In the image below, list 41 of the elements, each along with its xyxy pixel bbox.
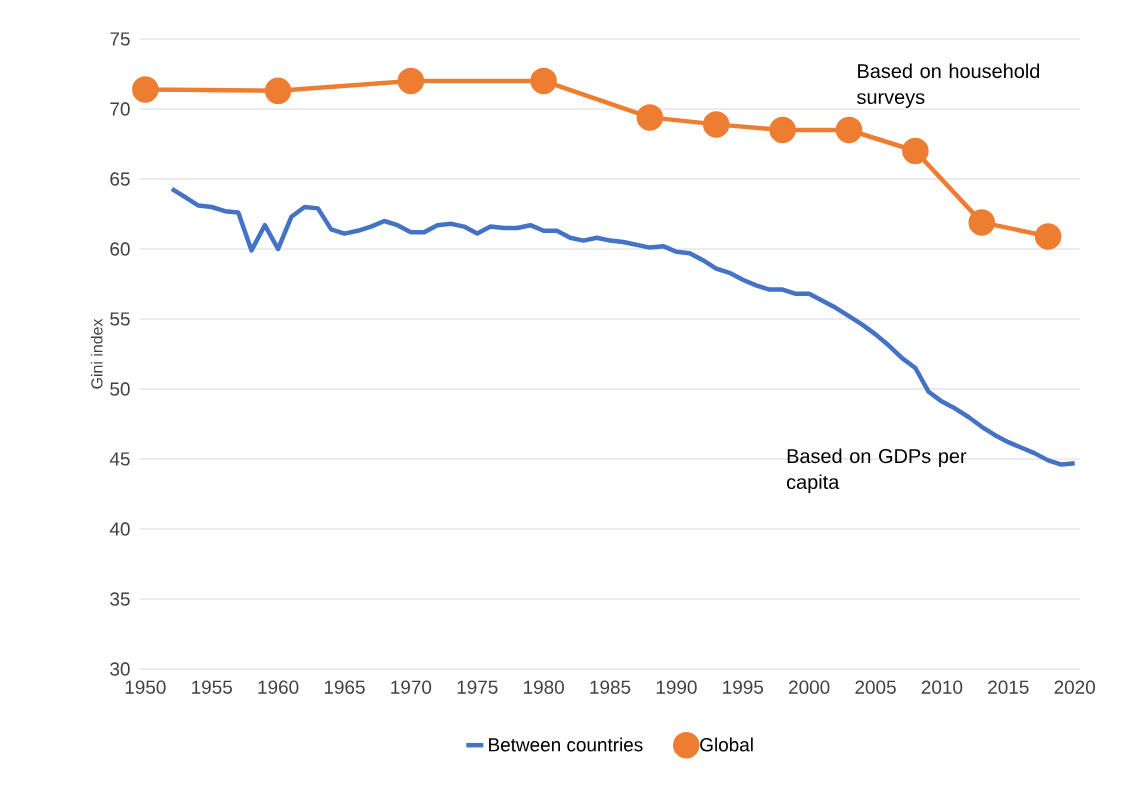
point	[769, 116, 796, 144]
x-tick-label: 1990	[656, 680, 697, 694]
y-tick-label: 40	[109, 522, 130, 536]
annotation: Based on household surveys	[857, 63, 1040, 108]
x-tick-label: 2020	[1054, 680, 1095, 694]
y-tick-label: 65	[110, 172, 130, 186]
x-tick-label: 1970	[391, 680, 432, 694]
x-tick-label: 2000	[789, 680, 830, 694]
y-tick-label: 60	[110, 242, 130, 256]
legend-label: Between countries	[489, 737, 643, 752]
y-tick-label: 75	[110, 32, 130, 46]
point	[636, 104, 664, 131]
x-tick-label: 1965	[324, 680, 365, 694]
point	[132, 76, 159, 103]
point	[835, 116, 863, 144]
x-tick-label: 1995	[723, 680, 764, 694]
legend-label: Global	[700, 737, 753, 752]
x-tick-label: 2015	[988, 680, 1029, 694]
y-tick-label: 70	[110, 102, 130, 116]
y-tick-label: 45	[109, 452, 130, 466]
x-tick-label: 1985	[590, 680, 631, 694]
y-tick-label: 55	[110, 312, 130, 326]
x-tick-label: 1960	[258, 680, 299, 694]
annotation: Based on GDPs per capita	[786, 448, 967, 493]
point	[968, 209, 996, 236]
x-tick-label: 2005	[855, 680, 896, 694]
y-tick-label: 35	[110, 592, 130, 606]
point	[530, 67, 557, 95]
y-tick-label: 50	[110, 382, 130, 396]
point	[1034, 223, 1062, 250]
x-tick-label: 1980	[524, 680, 564, 694]
point	[264, 77, 292, 105]
x-tick-label: 1975	[457, 680, 498, 694]
y-axis-title: Gini index	[90, 318, 103, 389]
point	[702, 111, 730, 138]
y-tick-label: 30	[110, 662, 130, 676]
x-tick-label: 2010	[921, 680, 963, 694]
x-tick-label: 1955	[192, 680, 232, 694]
point	[902, 137, 929, 165]
point	[397, 67, 425, 95]
x-tick-label: 1950	[125, 680, 166, 694]
